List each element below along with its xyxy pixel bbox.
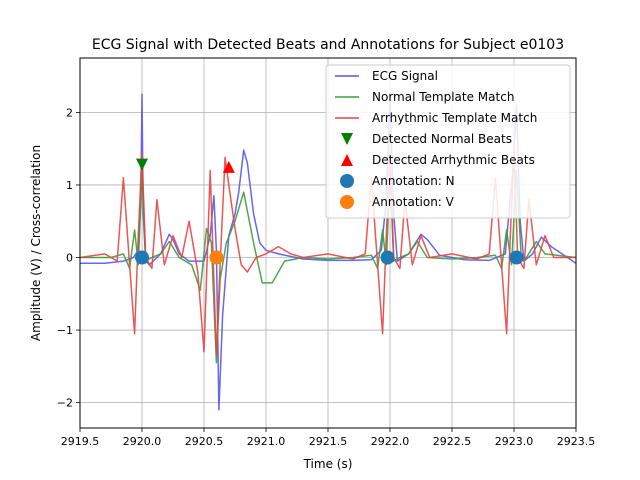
legend-label: Normal Template Match (372, 90, 514, 104)
legend-label: ECG Signal (372, 69, 438, 83)
x-tick-label: 2922.0 (371, 435, 410, 448)
arrhythmic-template-match-line (80, 151, 576, 357)
detected-arrhythmic-beat-marker (222, 160, 235, 173)
x-tick-label: 2921.0 (247, 435, 286, 448)
x-tick-label: 2920.5 (185, 435, 224, 448)
legend: ECG Signal Normal Template Match Arrhythmi… (325, 64, 571, 219)
detected-normal-beat-marker (136, 158, 148, 171)
y-axis-label: Amplitude (V) / Cross-correlation (29, 145, 43, 341)
x-axis-ticks: 2919.5 2920.0 2920.5 2921.0 2921.5 2922.0 2922… (61, 428, 596, 448)
chart-title: ECG Signal with Detected Beats and Annot… (92, 37, 564, 53)
y-tick-label: 0 (66, 252, 73, 265)
legend-symbol (341, 133, 353, 145)
legend-symbol (340, 174, 354, 188)
annotation-n-marker (509, 250, 524, 265)
annotation-v-marker (209, 250, 224, 265)
x-tick-label: 2920.0 (123, 435, 162, 448)
legend-symbol (341, 154, 353, 166)
marker-layer (135, 158, 524, 265)
legend-label: Annotation: N (372, 174, 455, 188)
y-axis-ticks: −2 −1 0 1 2 (57, 106, 80, 410)
y-tick-label: 1 (66, 179, 73, 192)
y-tick-label: −1 (57, 324, 73, 337)
series-layer (80, 93, 576, 411)
legend-box (325, 64, 571, 219)
x-tick-label: 2921.5 (309, 435, 348, 448)
y-tick-label: 2 (66, 106, 73, 119)
legend-label: Detected Normal Beats (372, 132, 512, 146)
annotation-n-marker (380, 250, 395, 265)
x-tick-label: 2919.5 (61, 435, 100, 448)
y-tick-label: −2 (57, 397, 73, 410)
legend-label: Annotation: V (372, 195, 455, 209)
x-axis-label: Time (s) (303, 457, 353, 471)
legend-label: Arrhythmic Template Match (372, 111, 537, 125)
x-tick-label: 2922.5 (433, 435, 472, 448)
x-tick-label: 2923.0 (495, 435, 534, 448)
annotation-n-marker (135, 250, 149, 265)
x-tick-label: 2923.5 (557, 435, 596, 448)
legend-symbol (340, 195, 354, 209)
legend-label: Detected Arrhythmic Beats (372, 153, 535, 167)
